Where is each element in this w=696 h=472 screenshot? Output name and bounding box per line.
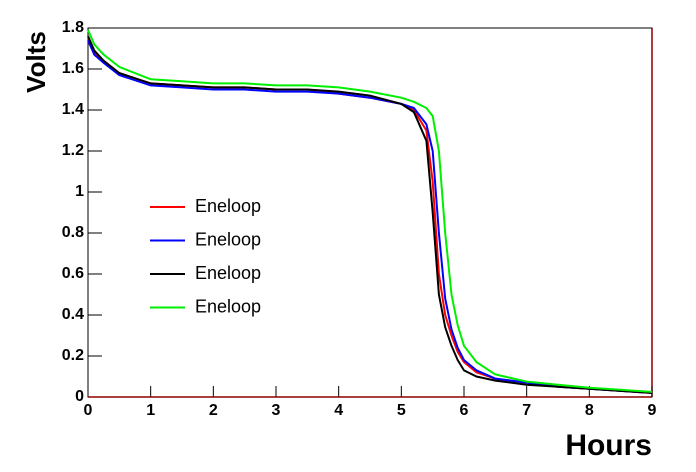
series-line bbox=[87, 35, 653, 394]
series-line bbox=[87, 39, 653, 394]
x-tick-label: 2 bbox=[209, 402, 218, 419]
y-tick-label: 1.4 bbox=[62, 101, 84, 118]
x-tick-label: 9 bbox=[648, 402, 657, 419]
x-tick-label: 6 bbox=[460, 402, 469, 419]
y-axis-label: Volts bbox=[21, 31, 51, 93]
legend-label: Eneloop bbox=[195, 229, 261, 249]
x-tick-label: 4 bbox=[334, 402, 343, 419]
legend-label: Eneloop bbox=[195, 296, 261, 316]
x-tick-label: 3 bbox=[272, 402, 281, 419]
x-tick-label: 7 bbox=[522, 402, 531, 419]
x-tick-label: 8 bbox=[585, 402, 594, 419]
y-tick-label: 1.8 bbox=[62, 19, 84, 36]
x-tick-label: 5 bbox=[397, 402, 406, 419]
legend-label: Eneloop bbox=[195, 196, 261, 216]
y-tick-label: 0.6 bbox=[62, 265, 84, 282]
x-tick-label: 0 bbox=[84, 402, 93, 419]
x-axis-label: Hours bbox=[565, 429, 652, 462]
legend-label: Eneloop bbox=[195, 263, 261, 283]
y-tick-label: 1.2 bbox=[62, 142, 84, 159]
series-line bbox=[87, 29, 653, 393]
x-tick-label: 1 bbox=[146, 402, 155, 419]
y-tick-label: 0.8 bbox=[62, 224, 84, 241]
y-tick-label: 1 bbox=[75, 183, 84, 200]
y-tick-label: 0.2 bbox=[62, 347, 84, 364]
y-tick-label: 0 bbox=[75, 388, 84, 405]
y-tick-label: 1.6 bbox=[62, 60, 84, 77]
y-tick-label: 0.4 bbox=[62, 306, 84, 323]
